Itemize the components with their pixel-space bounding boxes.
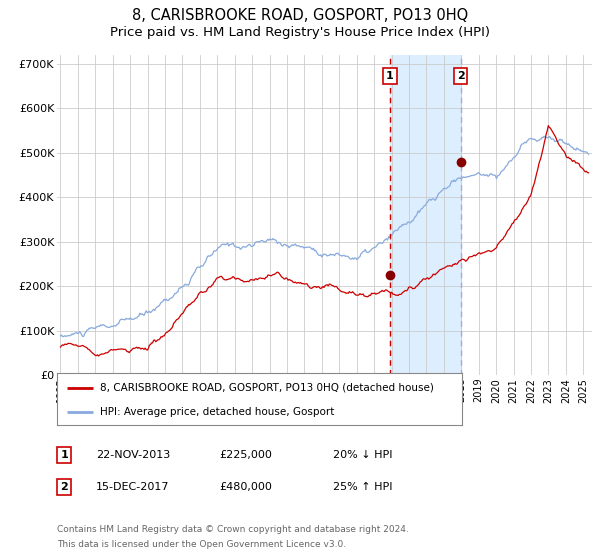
Text: 20% ↓ HPI: 20% ↓ HPI	[333, 450, 392, 460]
Bar	[390, 55, 461, 375]
Text: 1: 1	[386, 71, 394, 81]
Text: Price paid vs. HM Land Registry's House Price Index (HPI): Price paid vs. HM Land Registry's House …	[110, 26, 490, 39]
Text: 2: 2	[457, 71, 464, 81]
Text: 15-DEC-2017: 15-DEC-2017	[96, 482, 170, 492]
Text: This data is licensed under the Open Government Licence v3.0.: This data is licensed under the Open Gov…	[57, 540, 346, 549]
Text: 2: 2	[61, 482, 68, 492]
Text: HPI: Average price, detached house, Gosport: HPI: Average price, detached house, Gosp…	[100, 407, 334, 417]
Text: 8, CARISBROOKE ROAD, GOSPORT, PO13 0HQ: 8, CARISBROOKE ROAD, GOSPORT, PO13 0HQ	[132, 8, 468, 23]
Text: 1: 1	[61, 450, 68, 460]
Text: 8, CARISBROOKE ROAD, GOSPORT, PO13 0HQ (detached house): 8, CARISBROOKE ROAD, GOSPORT, PO13 0HQ (…	[100, 382, 433, 393]
Text: 25% ↑ HPI: 25% ↑ HPI	[333, 482, 392, 492]
Text: £225,000: £225,000	[219, 450, 272, 460]
Text: Contains HM Land Registry data © Crown copyright and database right 2024.: Contains HM Land Registry data © Crown c…	[57, 525, 409, 534]
Text: 22-NOV-2013: 22-NOV-2013	[96, 450, 170, 460]
Text: £480,000: £480,000	[219, 482, 272, 492]
